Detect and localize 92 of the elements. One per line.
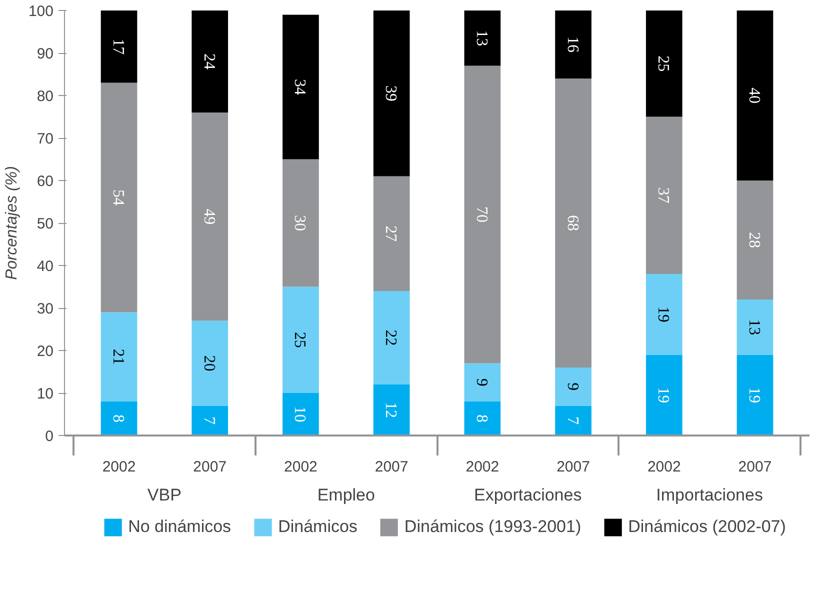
- text: Exportaciones: [474, 486, 582, 504]
- data-label: 70: [472, 206, 490, 222]
- y-tick-label: 100: [28, 3, 54, 20]
- bar: [646, 274, 682, 355]
- bar: [646, 10, 682, 117]
- y-tick-label: 40: [36, 258, 54, 275]
- bar: [464, 66, 501, 364]
- bar: [736, 180, 774, 300]
- data-label: 68: [564, 215, 581, 231]
- data-label: 8: [110, 414, 127, 422]
- data-label: 13: [472, 30, 490, 46]
- x-tick-label: 2002: [647, 458, 681, 476]
- bar: [736, 10, 774, 180]
- y-axis-title: Porcentajes (%): [3, 166, 20, 280]
- y-tick-label: 10: [36, 386, 54, 402]
- data-label: 8: [472, 414, 490, 422]
- x-tick-label: 2002: [284, 458, 318, 476]
- bar: [373, 176, 410, 291]
- data-label: 9: [472, 378, 490, 386]
- data-label: 25: [654, 56, 672, 72]
- bar: [373, 291, 410, 384]
- data-label: 24: [200, 54, 218, 70]
- data-label: 19: [745, 387, 762, 404]
- y-tick-label: 60: [36, 173, 54, 190]
- bar: [373, 10, 410, 176]
- bar: [282, 286, 319, 393]
- data-label: 16: [564, 36, 581, 52]
- data-label: 28: [745, 232, 762, 248]
- y-tick-label: 30: [36, 300, 54, 318]
- x-tick-label: 2002: [466, 458, 500, 476]
- legend-label: No dinámicos: [128, 517, 232, 537]
- data-label: 49: [200, 208, 218, 225]
- bar: [646, 354, 682, 436]
- bar: [555, 406, 592, 436]
- x-tick-label: 2002: [102, 458, 136, 476]
- bar: [464, 363, 501, 402]
- data-label: 19: [654, 306, 672, 322]
- bar: [192, 112, 228, 321]
- bar: [100, 402, 138, 436]
- legend-label: Dinámicos (1993-2001): [404, 517, 582, 537]
- data-label: 22: [382, 330, 400, 346]
- data-label: 37: [654, 187, 672, 204]
- y-tick-label: 90: [36, 46, 54, 62]
- data-label: 10: [291, 406, 308, 422]
- bar: [100, 10, 138, 83]
- y-tick-label: 20: [36, 343, 54, 360]
- y-tick-label: 70: [36, 130, 54, 148]
- bar: [192, 10, 228, 112]
- data-label: 30: [291, 215, 308, 231]
- data-label: 34: [291, 79, 308, 95]
- data-label: 19: [654, 387, 672, 404]
- bar: [464, 10, 501, 66]
- data-label: 21: [110, 348, 127, 365]
- bar: [646, 116, 682, 274]
- data-label: 12: [382, 402, 400, 418]
- x-tick-label: 2007: [193, 458, 227, 476]
- data-label: 25: [291, 332, 308, 348]
- bar: [736, 300, 774, 355]
- data-label: 7: [200, 416, 218, 425]
- data-label: 39: [382, 85, 400, 102]
- bar: [373, 384, 410, 436]
- data-label: 17: [110, 38, 127, 55]
- y-tick-label: 0: [45, 428, 54, 445]
- bar: [555, 10, 592, 78]
- text: VBP: [147, 486, 182, 504]
- legend-label: Dinámicos (2002-07): [628, 517, 786, 537]
- x-tick-label: 2007: [556, 458, 590, 476]
- data-label: 54: [110, 190, 127, 206]
- legend-label: Dinámicos: [278, 517, 358, 537]
- bar: [555, 78, 592, 368]
- bar: [282, 393, 319, 436]
- bar: [282, 159, 319, 287]
- y-tick-label: 80: [36, 88, 54, 105]
- x-tick-label: 2007: [738, 458, 772, 476]
- bar: [282, 14, 319, 160]
- data-label: 20: [200, 355, 218, 372]
- data-label: 40: [745, 88, 762, 104]
- bar: [100, 82, 138, 312]
- bar: [192, 320, 228, 406]
- bar: [100, 312, 138, 402]
- bar: [192, 406, 228, 436]
- y-tick-label: 50: [36, 216, 54, 232]
- data-label: 9: [564, 382, 581, 391]
- bar: [555, 368, 592, 406]
- data-label: 27: [382, 226, 400, 242]
- bar: [736, 354, 774, 436]
- bar: [464, 402, 501, 436]
- data-label: 13: [745, 319, 762, 336]
- text: Importaciones: [656, 486, 763, 504]
- text: Empleo: [317, 486, 375, 504]
- x-tick-label: 2007: [374, 458, 408, 476]
- data-label: 7: [564, 416, 581, 425]
